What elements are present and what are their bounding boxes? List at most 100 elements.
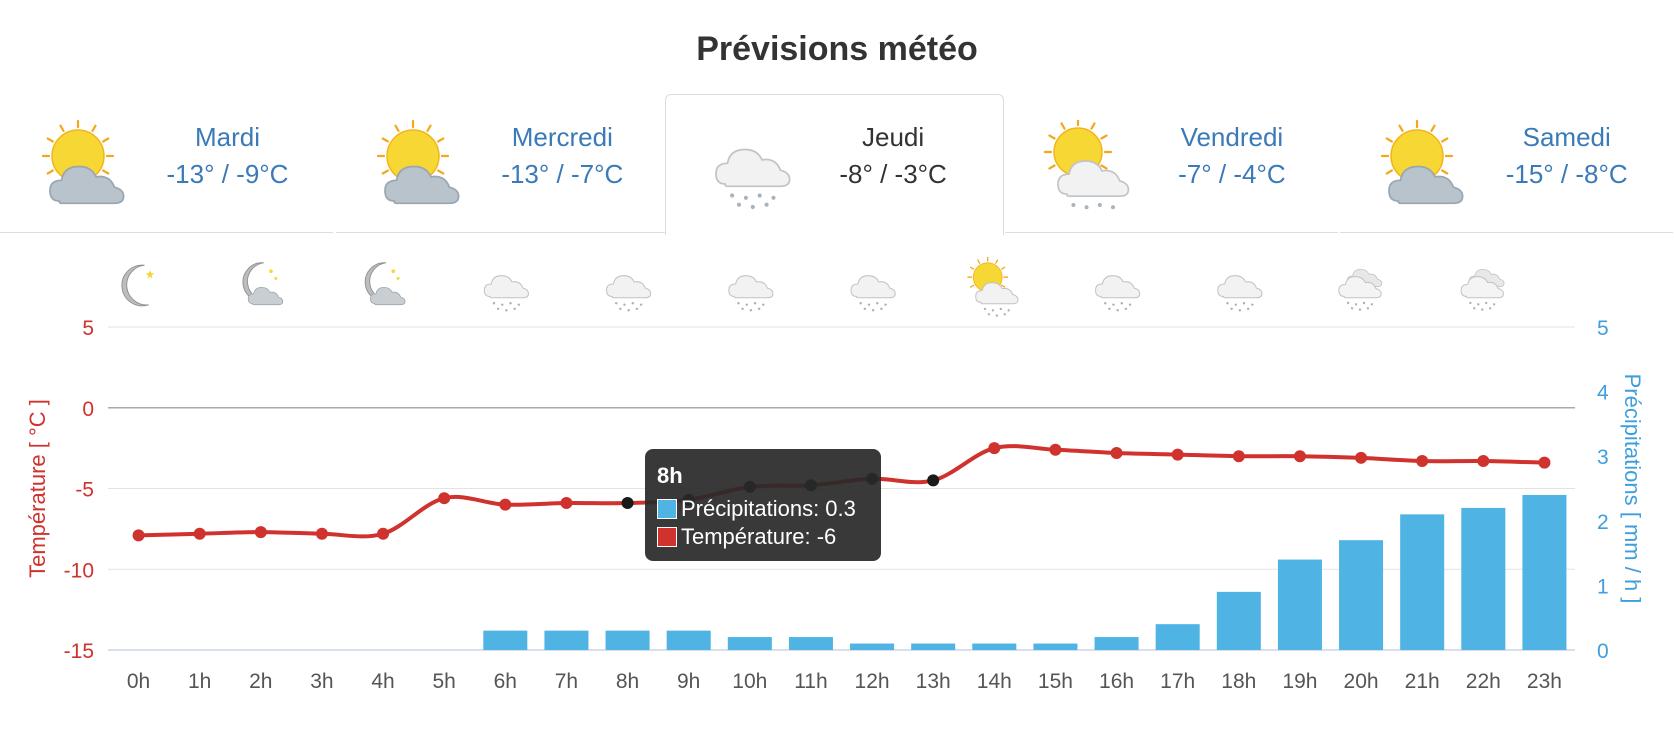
x-tick-label: 17h xyxy=(1160,670,1195,693)
precip-bar xyxy=(727,637,772,650)
y-tick-right: 5 xyxy=(1597,317,1609,340)
temperature-point xyxy=(193,527,206,540)
precip-bar xyxy=(850,643,895,650)
x-tick-label: 14h xyxy=(977,670,1012,693)
tooltip-title: 8h xyxy=(657,463,683,488)
temperature-point xyxy=(988,442,1001,455)
snow-cloud-icon xyxy=(728,275,774,312)
snow-clouds-icon xyxy=(1338,268,1383,311)
temperature-point xyxy=(438,492,451,505)
tab-text: Jeudi -8° / -3°C xyxy=(796,120,991,194)
snow-cloud-icon xyxy=(606,275,652,312)
tab-day-label: Mercredi xyxy=(511,122,613,152)
precip-bar xyxy=(666,630,711,650)
precip-bar xyxy=(1400,514,1445,650)
tab-temp-range: -13° / -9°C xyxy=(166,159,289,189)
temperature-point xyxy=(499,498,512,511)
x-tick-label: 15h xyxy=(1038,670,1073,693)
tooltip-row-precip: Précipitations: 0.3 xyxy=(657,495,869,523)
sun-snow-cloud-icon xyxy=(1044,117,1134,218)
weather-chart: 5 0 -5 -10 -15 5 4 3 2 1 0 Température [ °C ] Précip… xyxy=(25,256,1645,693)
tab-temp-range: -13° / -7°C xyxy=(501,159,624,189)
x-tick-label: 13h xyxy=(916,670,951,693)
tab-text: Mercredi -13° / -7°C xyxy=(465,120,660,194)
y-tick-left: 5 xyxy=(82,317,94,340)
tab-mardi[interactable]: Mardi -13° / -9°C xyxy=(0,95,335,233)
x-tick-label: 19h xyxy=(1282,670,1317,693)
temperature-point xyxy=(1232,450,1245,463)
temperature-point xyxy=(132,529,145,542)
temperature-point xyxy=(560,497,573,510)
precip-bar xyxy=(1277,559,1322,650)
tab-underline xyxy=(1340,232,1673,233)
temperature-point xyxy=(254,526,267,539)
tab-day-label: Jeudi xyxy=(862,122,925,152)
y-tick-left: 0 xyxy=(82,398,94,421)
y-tick-left: -10 xyxy=(64,559,94,582)
x-tick-label: 6h xyxy=(494,670,517,693)
temperature-point xyxy=(1171,448,1184,461)
tab-samedi[interactable]: Samedi -15° / -8°C xyxy=(1339,95,1674,233)
temperature-point xyxy=(1477,455,1490,468)
page-title: Prévisions météo xyxy=(696,30,978,68)
tooltip-precip-swatch xyxy=(657,499,677,519)
tooltip-precip-label: Précipitations: 0.3 xyxy=(681,496,856,521)
y-axis-right-title: Précipitations [ mm / h ] xyxy=(1620,374,1645,604)
x-tick-label: 8h xyxy=(616,670,639,693)
tab-underline xyxy=(335,232,669,233)
precip-bar xyxy=(788,637,833,650)
sun-cloud-icon xyxy=(1379,119,1469,210)
precip-bar xyxy=(544,630,589,650)
temperature-point xyxy=(621,497,634,510)
y-tick-right: 0 xyxy=(1597,640,1609,663)
tab-underline xyxy=(0,232,333,233)
temperature-point xyxy=(927,474,940,487)
tab-text: Vendredi -7° / -4°C xyxy=(1134,120,1329,194)
tooltip-temp-label: Température: -6 xyxy=(681,524,837,549)
tab-underline xyxy=(1005,232,1339,233)
x-tick-label: 11h xyxy=(794,670,827,693)
snow-cloud-icon xyxy=(1095,275,1141,312)
x-tick-label: 23h xyxy=(1527,670,1562,693)
precip-bar xyxy=(605,630,650,650)
y-tick-right: 4 xyxy=(1597,382,1609,405)
sun-cloud-icon xyxy=(40,119,130,210)
y-tick-left: -15 xyxy=(64,640,94,663)
day-tabs: Mardi -13° / -9°C Mercredi -13° / -7°C Jeudi… xyxy=(0,94,1674,235)
tab-day-label: Mardi xyxy=(194,122,260,152)
x-tick-label: 16h xyxy=(1099,670,1134,693)
temperature-point xyxy=(1355,451,1368,464)
snow-cloud-icon xyxy=(1217,275,1263,312)
snow-cloud-icon xyxy=(850,275,896,312)
precip-bar xyxy=(972,643,1017,650)
temperature-point xyxy=(1110,446,1123,459)
precip-bar xyxy=(911,643,956,650)
x-tick-label: 3h xyxy=(310,670,333,693)
sun-cloud-icon xyxy=(375,119,465,210)
precip-bar xyxy=(1522,494,1567,650)
temperature-point xyxy=(1538,456,1551,469)
x-tick-label: 5h xyxy=(433,670,456,693)
y-axis-left-title: Température [ °C ] xyxy=(25,399,50,578)
tab-jeudi[interactable]: Jeudi -8° / -3°C xyxy=(664,94,1005,235)
y-tick-right: 1 xyxy=(1597,575,1609,598)
precip-bar xyxy=(1461,507,1506,650)
moon-cloud-icon xyxy=(242,262,284,306)
snow-cloud-icon xyxy=(706,120,796,210)
x-tick-label: 0h xyxy=(127,670,150,693)
tab-day-label: Vendredi xyxy=(1180,122,1284,152)
x-tick-label: 7h xyxy=(555,670,578,693)
precip-bar xyxy=(483,630,528,650)
moon-cloud-icon xyxy=(364,262,406,306)
snow-clouds-icon xyxy=(1460,268,1505,311)
y-tick-right: 2 xyxy=(1597,511,1609,534)
precip-bar xyxy=(1339,540,1384,650)
snow-cloud-icon xyxy=(483,275,529,312)
x-tick-label: 18h xyxy=(1221,670,1256,693)
precip-bar xyxy=(1094,637,1139,650)
precip-bar xyxy=(1033,643,1078,650)
chart-tooltip: 8h Précipitations: 0.3 Température: -6 xyxy=(645,449,881,561)
tab-mercredi[interactable]: Mercredi -13° / -7°C xyxy=(335,95,670,233)
tab-temp-range: -15° / -8°C xyxy=(1505,159,1628,189)
tab-vendredi[interactable]: Vendredi -7° / -4°C xyxy=(1004,95,1339,233)
